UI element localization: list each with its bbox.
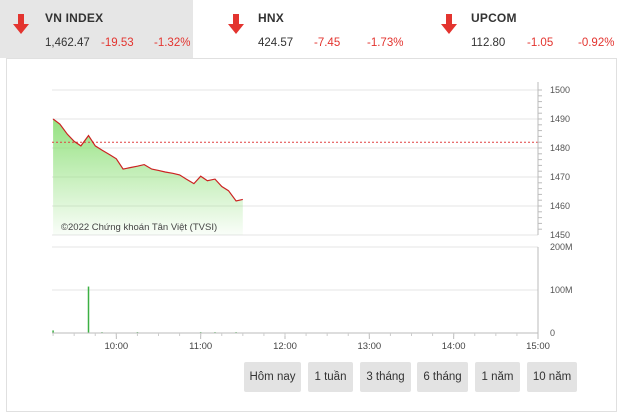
volume-grid xyxy=(52,246,538,334)
index-name: UPCOM xyxy=(471,11,517,25)
time-tick-label: 15:00 xyxy=(526,341,550,352)
index-percent: -1.73% xyxy=(367,37,404,49)
range-button-3-months[interactable]: 3 tháng xyxy=(360,362,411,392)
index-tabs: VN INDEX 1,462.47 -19.53 -1.32% HNX 424.… xyxy=(0,0,623,58)
price-line xyxy=(52,118,243,202)
index-name: VN INDEX xyxy=(45,11,104,25)
time-tick-label: 13:00 xyxy=(357,341,381,352)
down-arrow-icon xyxy=(228,14,244,34)
volume-tick-label: 0 xyxy=(550,328,555,338)
index-change: -1.05 xyxy=(527,37,554,49)
index-value: 424.57 xyxy=(258,37,294,49)
volume-bar xyxy=(87,286,90,333)
index-value: 112.80 xyxy=(471,37,506,49)
price-axis: 1500 1490 1480 1470 1460 1450 xyxy=(537,82,570,240)
price-tick-label: 1480 xyxy=(550,143,570,153)
price-tick-label: 1500 xyxy=(550,85,570,95)
volume-axis: 200M 100M 0 xyxy=(52,242,573,338)
price-tick-label: 1490 xyxy=(550,114,570,124)
time-tick-label: 11:00 xyxy=(189,341,212,352)
index-name: HNX xyxy=(258,11,284,25)
price-tick-label: 1470 xyxy=(550,172,570,182)
time-axis: 10:00 11:00 12:00 13:00 14:00 15:00 xyxy=(52,333,550,352)
range-button-10-years[interactable]: 10 năm xyxy=(527,362,577,392)
index-percent: -1.32% xyxy=(154,37,191,49)
down-arrow-icon xyxy=(441,14,457,34)
time-tick-label: 12:00 xyxy=(273,341,297,352)
range-button-6-months[interactable]: 6 tháng xyxy=(417,362,468,392)
index-percent: -0.92% xyxy=(578,37,615,49)
index-change: -7.45 xyxy=(314,37,341,49)
volume-bar xyxy=(52,330,54,333)
volume-bars xyxy=(52,286,237,333)
tab-hnx[interactable]: HNX 424.57 -7.45 -1.73% xyxy=(215,0,405,58)
price-tick-label: 1460 xyxy=(550,201,570,211)
price-area xyxy=(53,119,243,235)
time-tick-label: 14:00 xyxy=(442,341,466,352)
range-button-today[interactable]: Hôm nay xyxy=(244,362,301,392)
index-value: 1,462.47 xyxy=(45,37,90,49)
chart-copyright: ©2022 Chứng khoán Tân Việt (TVSI) xyxy=(61,222,218,233)
tab-upcom[interactable]: UPCOM 112.80 -1.05 -0.92% xyxy=(428,0,623,58)
volume-tick-label: 100M xyxy=(550,285,573,295)
price-tick-label: 1450 xyxy=(550,230,570,240)
range-button-1-year[interactable]: 1 năm xyxy=(475,362,520,392)
tab-vn-index[interactable]: VN INDEX 1,462.47 -19.53 -1.32% xyxy=(0,0,193,58)
index-change: -19.53 xyxy=(101,37,134,49)
down-arrow-icon xyxy=(13,14,29,34)
range-button-1-week[interactable]: 1 tuần xyxy=(308,362,353,392)
time-tick-label: 10:00 xyxy=(104,341,128,352)
volume-tick-label: 200M xyxy=(550,242,573,252)
